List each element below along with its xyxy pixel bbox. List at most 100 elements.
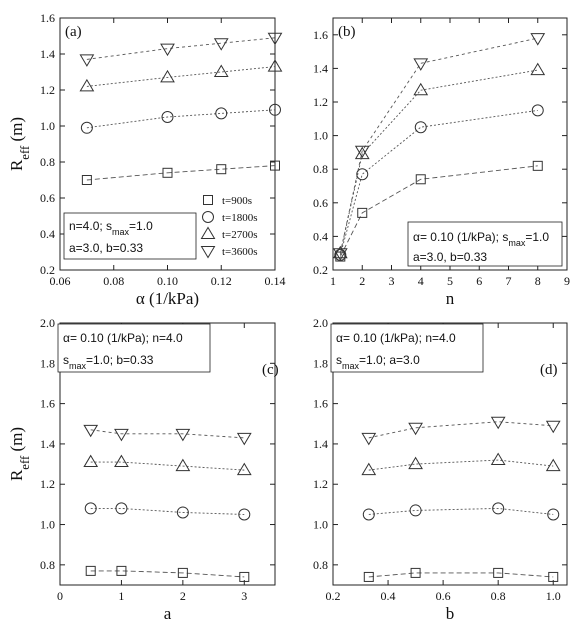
x-tick-label: 8 [535,274,541,288]
series-line [368,507,554,515]
x-tick-label: 3 [241,589,247,603]
panel-3: 0 1 2 3 0.8 1.0 1.2 1.4 1.6 1.8 2.0 a Reff (m) (c) α= … [7,316,279,622]
annotation-box [407,221,563,267]
data-point [114,428,129,442]
data-point [332,248,348,261]
data-point [215,107,228,120]
x-tick-label: 1.0 [546,589,561,603]
x-tick-label: 0.10 [157,274,178,288]
y-tick-label: 1.2 [40,83,55,97]
x-tick-label: 0.14 [265,274,286,288]
series-line [90,570,245,578]
y-tick-label: 0.8 [40,558,55,572]
y-tick-label: 1.6 [313,397,328,411]
data-point [270,160,280,171]
data-point [415,174,426,185]
data-point [547,508,560,521]
data-point [161,111,174,123]
panel-label: (b) [338,24,356,40]
data-point [267,32,283,46]
y-axis-label: Reff (m) [7,117,32,171]
series-line [90,507,245,515]
data-point [81,175,92,185]
series-line [86,37,276,60]
x-tick-label: 2 [180,589,186,603]
series-line [86,66,276,87]
y-tick-label: 0.4 [313,229,328,243]
y-tick-label: 1.4 [313,437,328,451]
data-point [115,502,128,515]
legend-label: t=1800s [222,212,258,224]
data-point [85,565,96,576]
series-line [339,165,538,257]
data-point [413,82,429,96]
x-tick-label: 0.12 [211,274,232,288]
legend: t=900s t=1800s t=2700s t=3600s [200,195,258,259]
data-point [79,54,95,67]
data-point [332,245,348,259]
data-point [531,104,544,117]
annotation-box [63,212,197,260]
y-tick-label: 2.0 [313,316,328,330]
legend-marker [203,195,213,205]
y-axis-label: Reff (m) [7,427,32,481]
annotation-line: n=4.0; smax=1.0 [69,219,153,237]
y-tick-label: 1.6 [40,397,55,411]
annotation-box [57,323,211,373]
panel-2: 1 2 3 4 5 6 7 8 9 0.2 0.4 0.6 0.8 1.0 1.2 1.4 1.6 n (b) α= … [313,17,570,308]
panel-4: 0.2 0.4 0.6 0.8 1.0 0.8 1.0 1.2 1.4 1.6 1.8 2.0 b (d)… [313,316,568,622]
data-point [408,422,423,436]
series-line [368,459,554,471]
data-point [354,146,370,160]
data-point [490,416,506,430]
data-point [267,59,283,72]
x-tick-label: 0.06 [50,274,71,288]
data-point [160,43,175,57]
data-point [357,207,368,218]
x-tick-label: 1 [118,589,124,603]
data-point [213,64,229,77]
y-tick-label: 0.2 [40,263,55,277]
y-tick-label: 1.0 [40,518,55,532]
y-tick-label: 1.0 [313,518,328,532]
plot-frame [332,322,568,586]
y-tick-label: 0.6 [313,196,328,210]
series-line [339,37,538,254]
y-tick-label: 1.2 [313,95,328,109]
x-tick-label: 0 [57,589,63,603]
data-point [361,432,377,446]
data-point [545,420,561,434]
data-point [545,458,561,472]
data-point [175,458,191,472]
y-tick-label: 2.0 [40,316,55,330]
panel-label: (c) [262,362,279,378]
annotation-line: smax=1.0; b=0.33 [63,353,154,371]
series-line [90,461,245,471]
annotation-line: a=3.0, b=0.33 [69,241,143,255]
series-line [86,109,276,129]
series-line [86,165,276,181]
annotation-line: α= 0.10 (1/kPa); n=4.0 [63,331,183,345]
x-tick-label: 0.2 [326,589,341,603]
data-point [410,567,421,578]
data-point [236,462,252,476]
data-point [216,164,227,175]
data-point [530,33,546,46]
data-point [548,571,559,582]
data-point [213,38,229,51]
data-point [356,168,369,181]
legend-label: t=900s [222,195,252,207]
panel-1: 0.06 0.08 0.10 0.12 0.14 0.2 0.4 0.6 0.8 1.0 1.2 1.… [7,11,286,308]
x-axis-label: a [164,604,172,622]
y-tick-label: 1.4 [40,47,55,61]
y-tick-label: 1.6 [40,11,55,25]
data-point [162,167,173,178]
y-tick-label: 1.2 [313,477,328,491]
data-point [492,502,505,515]
legend-marker [202,211,214,223]
annotation-line: α= 0.10 (1/kPa); smax=1.0 [413,230,549,248]
x-tick-label: 9 [564,274,570,288]
data-point [83,424,99,438]
data-point [363,571,374,582]
